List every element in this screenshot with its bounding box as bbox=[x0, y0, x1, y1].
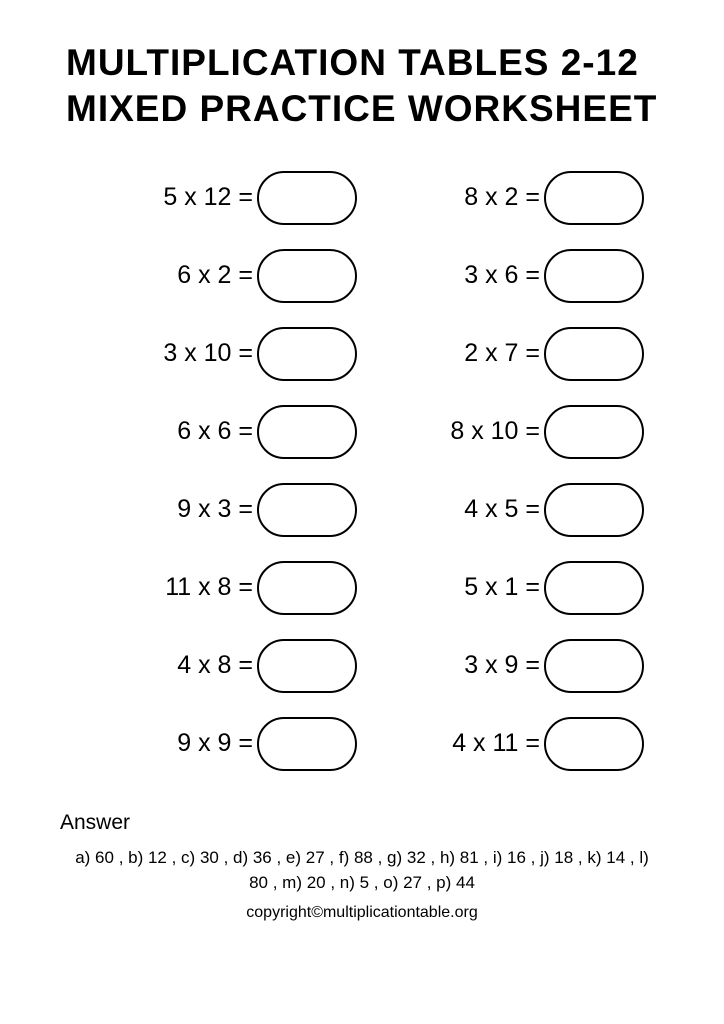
problem-row: 5 x 12 = bbox=[90, 171, 357, 225]
expression: 2 x 7 = bbox=[464, 339, 540, 368]
expression: 4 x 5 = bbox=[464, 495, 540, 524]
answer-bubble[interactable] bbox=[257, 639, 357, 693]
answer-text: a) 60 , b) 12 , c) 30 , d) 36 , e) 27 , … bbox=[60, 845, 664, 896]
answer-bubble[interactable] bbox=[544, 639, 644, 693]
title-line-1: MULTIPLICATION TABLES 2-12 bbox=[66, 40, 694, 86]
answer-bubble[interactable] bbox=[257, 717, 357, 771]
expression: 8 x 2 = bbox=[464, 183, 540, 212]
expression: 4 x 8 = bbox=[177, 651, 253, 680]
answer-bubble[interactable] bbox=[257, 561, 357, 615]
expression: 8 x 10 = bbox=[450, 417, 540, 446]
answer-bubble[interactable] bbox=[544, 327, 644, 381]
expression: 3 x 9 = bbox=[464, 651, 540, 680]
title-line-2: MIXED PRACTICE WORKSHEET bbox=[66, 86, 694, 132]
expression: 6 x 6 = bbox=[177, 417, 253, 446]
expression: 6 x 2 = bbox=[177, 261, 253, 290]
expression: 9 x 3 = bbox=[177, 495, 253, 524]
answer-section: Answer a) 60 , b) 12 , c) 30 , d) 36 , e… bbox=[30, 811, 694, 922]
problem-row: 3 x 6 = bbox=[377, 249, 644, 303]
answer-bubble[interactable] bbox=[544, 561, 644, 615]
answer-bubble[interactable] bbox=[257, 249, 357, 303]
problem-row: 8 x 2 = bbox=[377, 171, 644, 225]
problem-row: 9 x 3 = bbox=[90, 483, 357, 537]
answer-bubble[interactable] bbox=[544, 405, 644, 459]
expression: 3 x 10 = bbox=[163, 339, 253, 368]
copyright: copyright©multiplicationtable.org bbox=[60, 904, 664, 922]
expression: 3 x 6 = bbox=[464, 261, 540, 290]
expression: 5 x 12 = bbox=[163, 183, 253, 212]
problem-row: 4 x 8 = bbox=[90, 639, 357, 693]
expression: 11 x 8 = bbox=[165, 573, 253, 602]
answer-label: Answer bbox=[60, 811, 664, 835]
problem-row: 2 x 7 = bbox=[377, 327, 644, 381]
problem-row: 3 x 10 = bbox=[90, 327, 357, 381]
expression: 9 x 9 = bbox=[177, 729, 253, 758]
expression: 4 x 11 = bbox=[452, 729, 540, 758]
expression: 5 x 1 = bbox=[464, 573, 540, 602]
problem-row: 6 x 6 = bbox=[90, 405, 357, 459]
problem-row: 9 x 9 = bbox=[90, 717, 357, 771]
answer-bubble[interactable] bbox=[257, 483, 357, 537]
problems-grid: 5 x 12 = 8 x 2 = 6 x 2 = 3 x 6 = 3 x 10 … bbox=[30, 171, 694, 771]
problem-row: 6 x 2 = bbox=[90, 249, 357, 303]
problem-row: 11 x 8 = bbox=[90, 561, 357, 615]
answer-bubble[interactable] bbox=[544, 483, 644, 537]
answer-bubble[interactable] bbox=[257, 171, 357, 225]
answer-bubble[interactable] bbox=[544, 717, 644, 771]
problem-row: 3 x 9 = bbox=[377, 639, 644, 693]
problem-row: 8 x 10 = bbox=[377, 405, 644, 459]
problem-row: 4 x 11 = bbox=[377, 717, 644, 771]
problem-row: 4 x 5 = bbox=[377, 483, 644, 537]
answer-bubble[interactable] bbox=[544, 171, 644, 225]
problem-row: 5 x 1 = bbox=[377, 561, 644, 615]
worksheet-title: MULTIPLICATION TABLES 2-12 MIXED PRACTIC… bbox=[66, 40, 694, 133]
answer-bubble[interactable] bbox=[257, 405, 357, 459]
answer-bubble[interactable] bbox=[544, 249, 644, 303]
answer-bubble[interactable] bbox=[257, 327, 357, 381]
